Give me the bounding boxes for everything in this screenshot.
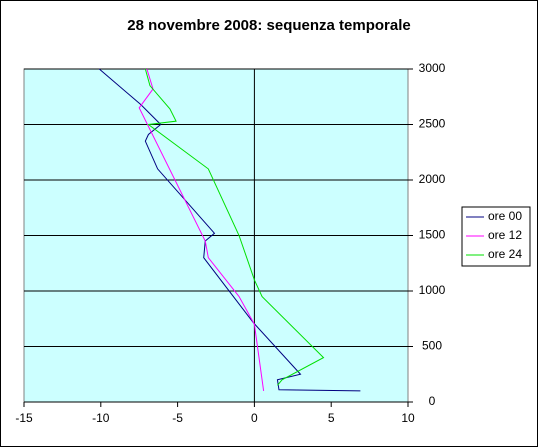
chart-title: 28 novembre 2008: sequenza temporale <box>127 17 410 34</box>
x-tick-label: -5 <box>172 411 183 425</box>
y-tick-label: 2500 <box>419 117 446 131</box>
legend-label: ore 12 <box>488 228 522 242</box>
x-tick-label: -15 <box>15 411 33 425</box>
x-tick-label: 0 <box>251 411 258 425</box>
x-tick-label: 5 <box>328 411 335 425</box>
x-tick-label: 10 <box>401 411 415 425</box>
legend-label: ore 00 <box>488 209 522 223</box>
series-line <box>138 68 265 391</box>
y-tick-label: 2000 <box>419 172 446 186</box>
y-tick-label: 3000 <box>419 61 446 75</box>
y-tick-label: 1500 <box>419 228 446 242</box>
y-tick-label: 0 <box>429 394 436 408</box>
x-tick-label: -10 <box>92 411 110 425</box>
y-tick-label: 1000 <box>419 283 446 297</box>
legend-label: ore 24 <box>488 247 522 261</box>
series-line <box>98 68 361 392</box>
y-tick-label: 500 <box>422 339 442 353</box>
series-line <box>144 68 325 386</box>
